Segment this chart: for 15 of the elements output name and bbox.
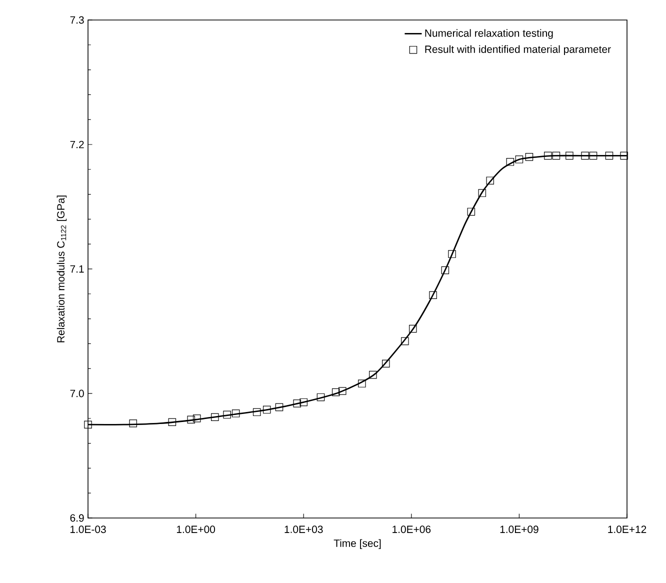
x-tick-label: 1.0E+00 [176,526,216,534]
x-tick-label: 1.0E+12 [608,526,646,534]
y-tick-label: 7.2 [70,140,84,148]
x-tick-label: 1.0E+06 [392,526,431,534]
y-axis-title: Relaxation modulus C$_{1122}$ [GPa] [56,196,67,342]
x-tick-label: 1.0E+03 [284,526,323,534]
legend-label: Numerical relaxation testing [425,29,553,39]
y-tick-label: 7.3 [70,16,84,24]
y-tick-label: 7.1 [70,265,84,273]
legend-label: Result with identified material parameter [425,45,611,56]
x-axis-title: Time [sec] [334,539,381,549]
x-tick-label: 1.0E-03 [70,526,106,534]
y-tick-label: 6.9 [70,514,84,522]
x-tick-label: 1.0E+09 [500,526,538,534]
y-tick-label: 7.0 [70,390,84,398]
